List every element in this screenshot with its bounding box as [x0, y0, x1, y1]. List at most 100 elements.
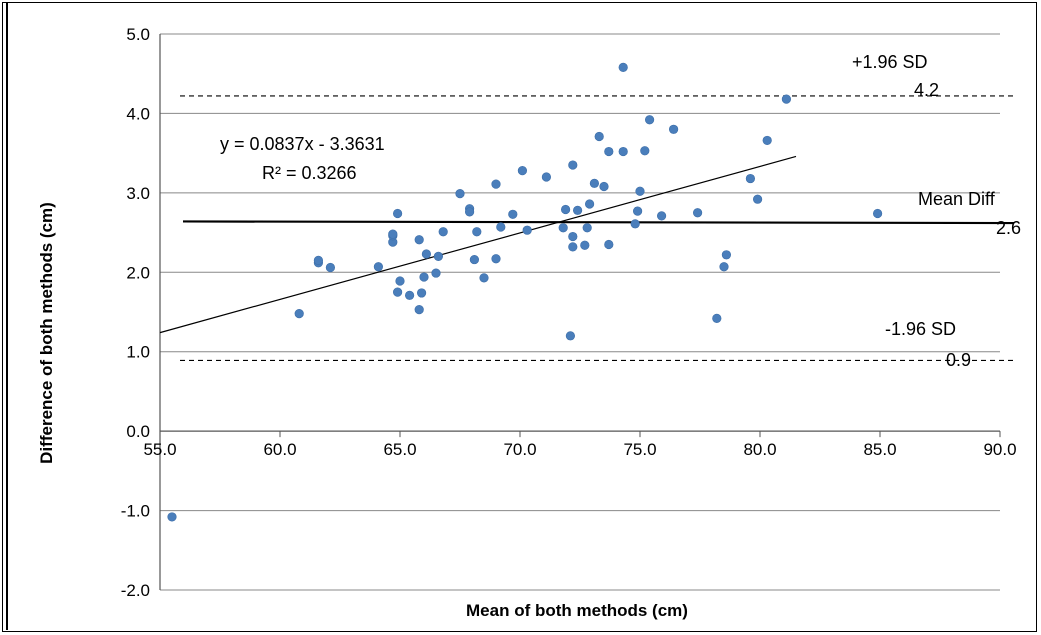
reference-lines: [180, 95, 1016, 362]
data-point: [618, 146, 628, 157]
lower-loa-label: -1.96 SD: [885, 319, 956, 339]
x-tick-labels: 55.0 60.0 65.0 70.0 75.0 80.0 85.0 90.0: [143, 440, 1016, 459]
data-point: [294, 308, 304, 319]
data-point: [373, 262, 384, 272]
gridlines: [159, 33, 1001, 591]
data-point: [668, 124, 679, 134]
y-axis-title: Difference of both methods (cm): [37, 202, 56, 464]
data-point: [313, 255, 324, 265]
data-point: [558, 223, 568, 233]
mean-diff-line: [182, 220, 1015, 225]
data-point: [393, 287, 403, 297]
data-point: [618, 62, 628, 72]
data-point: [656, 211, 667, 221]
trendline-group: [159, 155, 797, 334]
data-point: [455, 189, 465, 199]
data-point: [167, 512, 177, 522]
x-tick-label: 80.0: [743, 440, 776, 459]
x-tick-label: 60.0: [263, 440, 296, 459]
data-point: [414, 305, 424, 315]
lower-loa-value: 0.9: [946, 350, 971, 370]
data-point: [419, 272, 429, 282]
data-point: [582, 223, 592, 233]
data-point: [414, 235, 424, 245]
data-point: [325, 262, 336, 273]
x-tick-label: 90.0: [983, 440, 1016, 459]
x-tick-label: 85.0: [863, 440, 896, 459]
data-point: [393, 208, 403, 219]
data-point: [604, 239, 614, 250]
data-point: [644, 115, 655, 125]
x-axis-title: Mean of both methods (cm): [466, 601, 688, 620]
data-point: [421, 249, 432, 259]
data-point: [433, 251, 444, 261]
data-point: [405, 290, 415, 300]
y-tick-label: -2.0: [121, 581, 150, 600]
data-point: [599, 181, 609, 192]
y-tick-label: 0.0: [126, 422, 150, 441]
y-tick-label: 4.0: [126, 104, 150, 123]
data-point: [640, 146, 650, 156]
x-tick-label: 70.0: [503, 440, 536, 459]
frame-inner-border: [6, 2, 8, 630]
data-point: [572, 205, 583, 215]
data-point: [438, 227, 448, 237]
data-point: [568, 160, 578, 170]
data-point: [565, 331, 576, 341]
data-point: [568, 242, 578, 252]
data-point: [584, 199, 595, 209]
data-point: [781, 94, 792, 104]
data-point: [752, 194, 763, 204]
x-tick-label: 75.0: [623, 440, 656, 459]
upper-loa-label: +1.96 SD: [852, 52, 928, 72]
data-point: [604, 146, 614, 157]
data-point: [580, 240, 590, 250]
data-point: [692, 208, 703, 218]
r-squared-label: R² = 0.3266: [262, 163, 357, 183]
data-point: [872, 208, 883, 219]
equation-label: y = 0.0837x - 3.3631: [220, 134, 385, 154]
data-point: [431, 268, 441, 278]
data-point: [632, 206, 643, 216]
x-tick-label: 55.0: [143, 440, 176, 459]
data-point: [721, 250, 732, 260]
y-tick-label: 3.0: [126, 184, 150, 203]
data-point: [508, 209, 518, 219]
data-point: [719, 262, 729, 272]
data-point: [517, 166, 528, 176]
data-point: [541, 172, 552, 182]
data-point: [568, 231, 578, 242]
y-tick-labels: 5.0 4.0 3.0 2.0 1.0 0.0 -1.0 -2.0: [121, 25, 150, 600]
data-point: [496, 222, 506, 232]
data-point: [589, 178, 600, 188]
data-point: [522, 225, 532, 235]
data-point: [491, 179, 501, 189]
y-tick-label: 1.0: [126, 343, 150, 362]
y-tick-label: -1.0: [121, 502, 150, 521]
data-point: [635, 186, 645, 196]
data-point: [469, 254, 480, 265]
data-point: [630, 219, 640, 229]
data-point: [388, 229, 398, 239]
trendline: [159, 155, 797, 334]
y-tick-label: 5.0: [126, 25, 150, 44]
data-point: [762, 135, 772, 146]
data-point: [479, 273, 489, 283]
data-point: [395, 276, 405, 286]
data-point: [594, 131, 604, 142]
y-tick-label: 2.0: [126, 263, 150, 282]
data-point: [417, 288, 427, 298]
x-tick-label: 65.0: [383, 440, 416, 459]
data-point: [712, 313, 722, 323]
data-point: [491, 254, 501, 264]
mean-diff-label: Mean Diff: [918, 189, 996, 209]
mean-diff-value: 2.6: [996, 218, 1021, 238]
data-points: [167, 62, 883, 522]
data-point: [560, 204, 571, 215]
data-point: [465, 207, 475, 217]
data-point: [472, 227, 482, 237]
data-point: [745, 173, 756, 184]
upper-loa-value: 4.2: [914, 80, 939, 100]
